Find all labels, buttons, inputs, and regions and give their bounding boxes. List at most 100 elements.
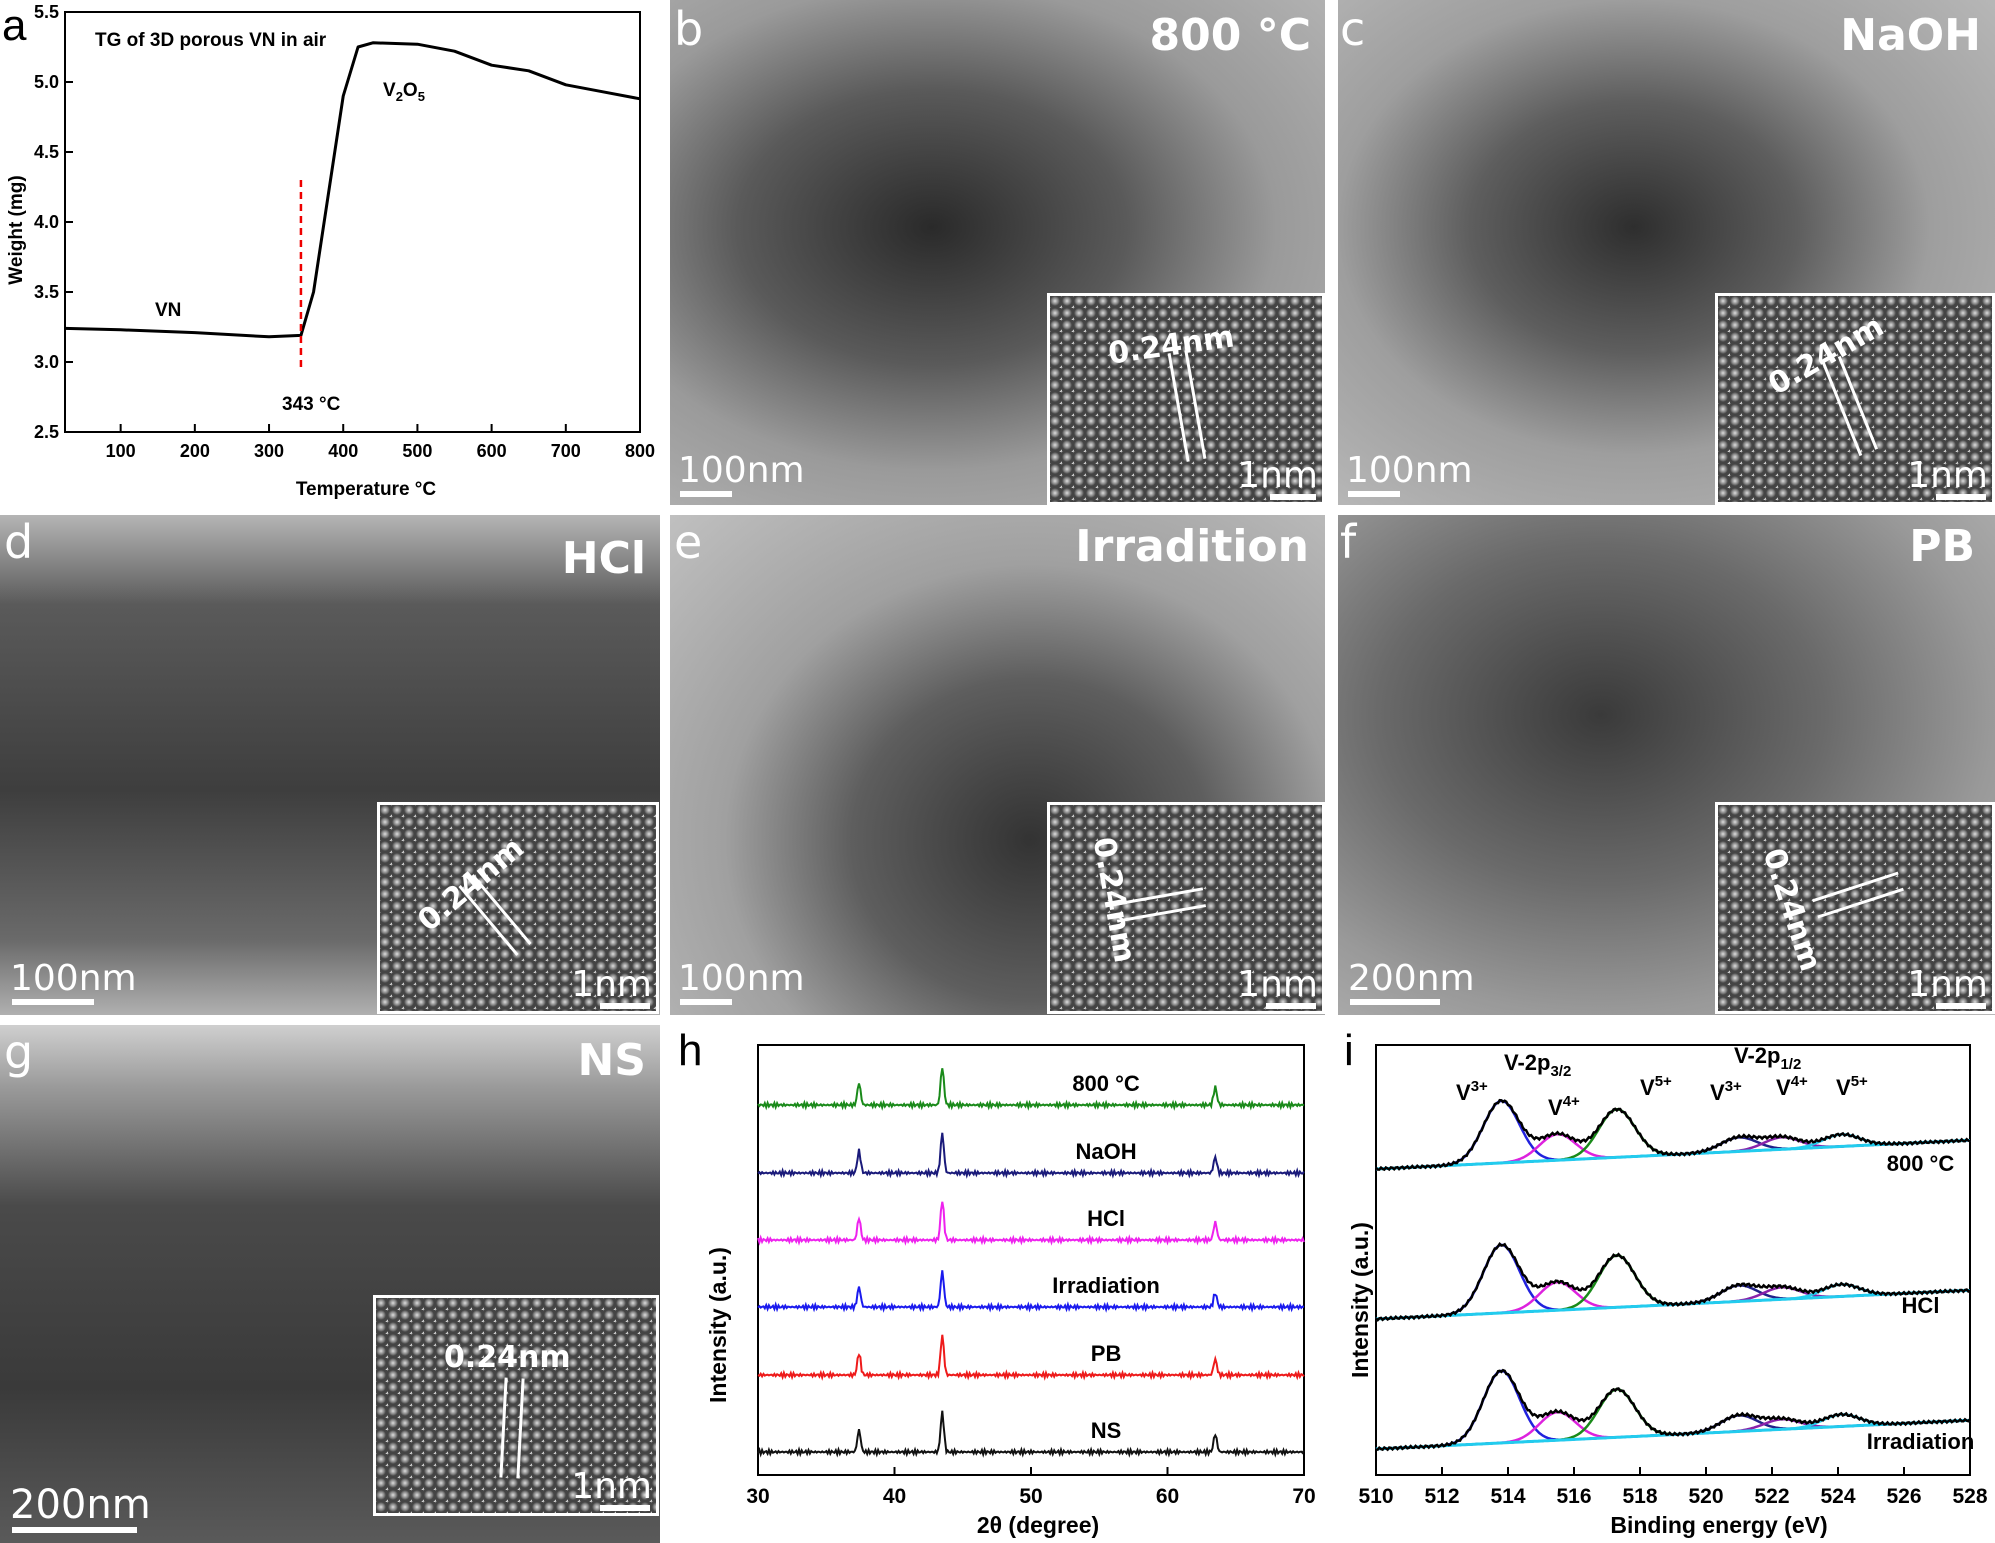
xps-label-v4-a: V4+ (1548, 1093, 1580, 1120)
panel-e-inset-scalebar (1266, 1003, 1316, 1009)
tg-annot-343: 343 °C (282, 394, 341, 415)
tg-ytick-label: 3.0 (34, 352, 59, 372)
panel-c-inset-scale: 1nm (1907, 455, 1988, 496)
tg-ytick-label: 2.5 (34, 422, 59, 442)
panel-b-hrtem-inset: 0.24nm 1nm (1047, 293, 1325, 505)
xps-label-v5-b: V5+ (1836, 1073, 1868, 1100)
panel-e-scale-text: 100nm (678, 958, 805, 999)
xps-label-v2p12: V-2p1/2 (1734, 1043, 1801, 1073)
panel-b-tem-image: b 800 °C 0.24nm 1nm 100nm (670, 0, 1325, 505)
xps-component-peak (1375, 1108, 1971, 1171)
tg-chart-svg: a 100 200 300 400 500 600 700 800 2.5 3.0 3.5 4.0 4.… (2, 1, 655, 500)
tg-xlabel: Temperature °C (296, 479, 437, 500)
tg-plot-frame (64, 11, 641, 433)
xps-xtick-label: 510 (1358, 1485, 1393, 1508)
tg-ylabel: Weight (mg) (6, 175, 27, 284)
panel-g-tag: NS (577, 1035, 646, 1086)
panel-c-tem-image: c NaOH 0.24nm 1nm 100nm (1338, 0, 1995, 505)
panel-f-tag: PB (1909, 521, 1975, 572)
tg-ytick-label: 5.5 (34, 2, 59, 22)
xps-xtick-label: 512 (1424, 1485, 1459, 1508)
xrd-series-line (757, 1410, 1305, 1458)
tg-annot-vn: VN (155, 300, 181, 321)
xps-xtick-label: 518 (1622, 1485, 1657, 1508)
panel-f-inset-scale: 1nm (1907, 964, 1988, 1005)
xps-label-v5-a: V5+ (1640, 1073, 1672, 1100)
panel-f-tem-image: f PB 0.24nm 1nm 200nm (1338, 515, 1995, 1015)
xps-series-label: 800 °C (1887, 1151, 1955, 1176)
xps-plot-frame (1375, 1044, 1971, 1476)
lattice-lines (1167, 350, 1207, 462)
panel-e-label: e (674, 515, 703, 569)
tg-xtick-label: 700 (551, 441, 581, 461)
xps-chart-svg: i 510 512 514 516 518 520 522 524 526 528 800 °C H… (1344, 1026, 1988, 1538)
xrd-xlabel: 2θ (degree) (977, 1512, 1099, 1538)
tg-xtick-label: 100 (106, 441, 136, 461)
tg-curve (64, 41, 641, 339)
xrd-xtick-label: 50 (1019, 1485, 1042, 1508)
xrd-series-label: HCl (1087, 1206, 1125, 1231)
panel-e-tag: Irradition (1075, 521, 1309, 572)
panel-c-inset-scale-text: 0.24nm (1762, 308, 1890, 403)
panel-h-label: h (678, 1026, 702, 1075)
panel-g-hrtem-inset: 0.24nm 1nm (373, 1295, 659, 1516)
panel-a-label: a (2, 1, 27, 50)
tg-ytick-label: 5.0 (34, 72, 59, 92)
panel-g-label: g (4, 1025, 34, 1079)
tg-xtick-label: 600 (477, 441, 507, 461)
xrd-series-label: NaOH (1076, 1139, 1137, 1164)
panel-c-label: c (1340, 2, 1366, 56)
xrd-chart-svg: h 30 40 50 60 70 800 °C NaOH HCl Irradiation PB N… (678, 1026, 1316, 1538)
xps-component-peak (1375, 1254, 1971, 1321)
xps-ylabel: Intensity (a.u.) (1347, 1222, 1373, 1378)
xps-xtick-label: 520 (1688, 1485, 1723, 1508)
xrd-series-line (757, 1334, 1305, 1381)
panel-b-label: b (674, 2, 704, 56)
panel-b-inset-scalebar (1270, 494, 1316, 500)
panel-h-xrd-chart: h 30 40 50 60 70 800 °C NaOH HCl Irradiation PB N… (668, 1025, 1328, 1543)
panel-g-scale-text: 200nm (10, 1482, 151, 1528)
xps-xtick-label: 524 (1820, 1485, 1855, 1508)
panel-b-tag: 800 °C (1149, 10, 1311, 61)
panel-g-tem-image: g NS 0.24nm 1nm 200nm (0, 1025, 660, 1543)
xps-component-peak (1375, 1243, 1971, 1321)
xrd-series-label: NS (1091, 1418, 1122, 1443)
xrd-series-label: Irradiation (1052, 1273, 1160, 1298)
tg-xtick-label: 200 (180, 441, 210, 461)
panel-d-tag: HCl (561, 533, 646, 584)
xrd-series-line (757, 1068, 1305, 1111)
panel-e-tem-image: e Irradition 0.24nm 1nm 100nm (670, 515, 1325, 1015)
xps-label-v3-a: V3+ (1456, 1078, 1488, 1105)
xps-series-label: Irradiation (1867, 1429, 1975, 1454)
panel-c-scalebar (1348, 491, 1400, 497)
panel-c-hrtem-inset: 0.24nm 1nm (1715, 293, 1995, 505)
xps-label-v3-b: V3+ (1710, 1078, 1742, 1105)
xps-label-v2p32: V-2p3/2 (1504, 1050, 1571, 1080)
tg-annot-v2o5: V2O5 (383, 80, 425, 104)
panel-e-inset-scale-text: 0.24nm (1085, 834, 1143, 966)
panel-g-scalebar (12, 1527, 137, 1533)
panel-f-scalebar (1350, 999, 1440, 1005)
tg-xtick-label: 500 (402, 441, 432, 461)
panel-f-inset-scalebar (1936, 1003, 1986, 1009)
panel-f-scale-text: 200nm (1348, 958, 1475, 999)
xrd-series-line (757, 1201, 1305, 1246)
panel-f-label: f (1340, 515, 1357, 569)
panel-e-scalebar (680, 999, 732, 1005)
panel-d-scale-text: 100nm (10, 958, 137, 999)
panel-g-inset-scale-text: 0.24nm (444, 1340, 571, 1375)
xrd-ylabel: Intensity (a.u.) (705, 1247, 731, 1403)
panel-d-inset-scalebar (600, 1003, 650, 1009)
xps-xtick-label: 526 (1886, 1485, 1921, 1508)
panel-d-label: d (4, 515, 34, 569)
xps-label-v4-b: V4+ (1776, 1073, 1808, 1100)
xps-envelope (1375, 1098, 1971, 1172)
xps-xtick-label: 528 (1952, 1485, 1987, 1508)
panel-e-hrtem-inset: 0.24nm 1nm (1047, 802, 1325, 1014)
xps-xtick-label: 514 (1490, 1485, 1525, 1508)
xrd-series-label: PB (1091, 1341, 1122, 1366)
panel-d-hrtem-inset: 0.24nm 1nm (377, 802, 659, 1014)
xrd-series-line (757, 1270, 1305, 1313)
panel-b-scalebar (680, 491, 732, 497)
xps-xtick-label: 516 (1556, 1485, 1591, 1508)
